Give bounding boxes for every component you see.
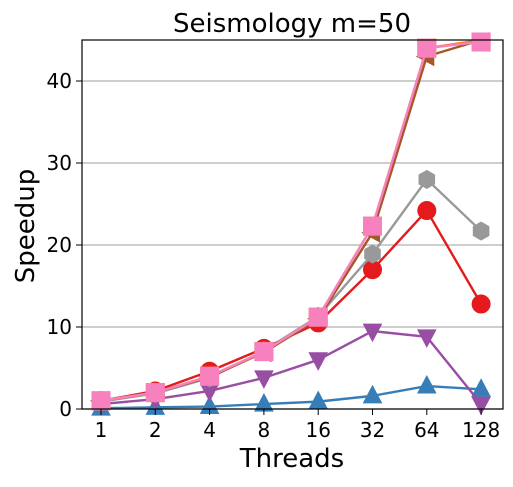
data-point [145,383,165,403]
data-point [418,169,436,189]
x-axis-label: Threads [239,444,344,474]
y-tick-label: 40 [47,69,72,93]
x-axis-ticks: 1 2 4 8 16 32 64 128 [95,409,500,442]
plot-area-frame [81,39,504,410]
gridlines [82,80,503,410]
series-line [100,209,483,402]
y-axis-label: Speedup [11,169,41,284]
data-point [362,384,383,404]
x-tick-label: 4 [203,418,216,442]
series-line [100,384,482,410]
data-point [362,323,383,343]
data-point [364,244,381,264]
y-tick-label: 0 [59,397,72,421]
series-group [89,32,491,416]
y-tick-label: 20 [47,233,72,257]
x-tick-label: 64 [414,418,439,442]
series-1 [91,374,491,416]
series-6 [89,32,489,411]
series-line [100,38,482,402]
series-5 [91,32,491,411]
data-point [471,32,491,52]
chart-title: Seismology m=50 [173,9,411,39]
series-7 [91,32,491,411]
data-point [471,378,491,397]
data-point [416,329,437,348]
data-point [91,391,111,411]
x-tick-label: 16 [305,418,330,442]
x-tick-label: 128 [462,418,500,442]
y-axis-ticks: 0 10 20 30 40 [47,69,82,421]
data-point [308,307,328,327]
series-line [100,38,482,402]
data-point [254,370,274,389]
x-tick-label: 2 [149,418,162,442]
y-tick-label: 10 [47,315,72,339]
x-tick-label: 32 [360,418,385,442]
x-tick-label: 8 [258,418,271,442]
series-3 [91,201,491,411]
data-point [471,294,491,314]
data-point [472,221,490,241]
data-point [308,352,329,371]
data-point [471,396,491,416]
data-point [416,374,437,394]
data-point [200,366,220,386]
series-line [100,40,482,402]
data-point [417,201,437,221]
y-tick-label: 30 [47,151,72,175]
data-point [417,38,437,58]
data-point [363,216,382,236]
data-point [254,342,274,362]
x-tick-label: 1 [95,418,108,442]
